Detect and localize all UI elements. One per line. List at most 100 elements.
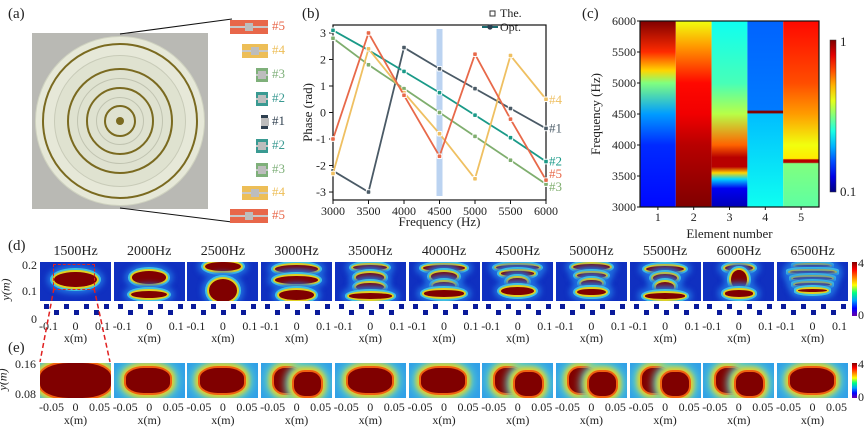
x-tick-label: 0.05 [89, 400, 110, 414]
theory-point [330, 35, 336, 41]
lens-element [609, 310, 615, 315]
theory-point [401, 68, 407, 75]
theory-point [365, 62, 372, 68]
x-tick-label: 2 [691, 210, 697, 224]
lens-structure [187, 301, 259, 317]
y-tick-label: 0.08 [15, 387, 36, 401]
pressure-lobe [580, 279, 603, 288]
lens-element [831, 310, 836, 315]
lens-element [791, 310, 796, 315]
x-tick-label: 0.1 [389, 319, 405, 333]
x-tick-label: -0.05 [112, 400, 138, 414]
x-tick-label: 0 [72, 319, 79, 333]
field-map-d [113, 262, 185, 317]
x-tick-label: -0.1 [112, 319, 132, 333]
lens-element [811, 310, 816, 315]
lens-structure [629, 301, 701, 317]
colorbar-max-label: 1 [840, 34, 847, 49]
x-axis-label: x(m) [63, 413, 88, 427]
y-tick-label: 0 [320, 106, 326, 120]
lens-element [398, 304, 404, 309]
x-tick-label: 0.1 [95, 319, 110, 333]
lens-element [589, 310, 595, 315]
theory-point [472, 112, 478, 118]
pressure-lobe [790, 270, 835, 274]
lens-element [127, 310, 133, 315]
x-tick-label: -0.05 [702, 400, 728, 414]
x-tick-label: 0 [219, 319, 226, 333]
x-tick-label: 0 [514, 319, 521, 333]
element-cavity [258, 166, 266, 174]
x-tick-label: 0.05 [310, 400, 332, 414]
lens-element [633, 304, 639, 309]
lens-element [536, 310, 542, 315]
x-tick-label: 0 [588, 319, 595, 333]
pressure-lobe [431, 272, 457, 281]
field-map-e [555, 363, 627, 398]
pressure-region [347, 368, 392, 393]
element-cavity [251, 189, 259, 197]
theory-point [401, 92, 407, 98]
x-tick-label: -0.05 [407, 400, 433, 414]
field-map-e [40, 363, 111, 398]
lens-structure [555, 301, 627, 317]
field-map-e [187, 363, 259, 398]
y-tick-label: -3 [316, 185, 326, 199]
series-end-label: #2 [549, 154, 562, 169]
element-label: #5 [272, 18, 285, 33]
lens-ring [96, 97, 144, 145]
theory-point [543, 158, 549, 165]
lens-element [325, 304, 331, 309]
frequency-title: 2500Hz [200, 244, 246, 259]
x-axis-label: x(m) [653, 331, 677, 345]
lens-element [559, 304, 565, 309]
x-axis-label: x(m) [284, 413, 309, 427]
x-axis-label: x(m) [63, 331, 88, 345]
lens-element [191, 304, 197, 309]
zoom-connector-lines [39, 287, 111, 363]
lens-element [781, 304, 786, 309]
element-block-3 [256, 68, 268, 82]
x-tick-label: 0 [146, 400, 153, 414]
lens-element [137, 304, 143, 309]
pressure-lobe [730, 269, 747, 289]
x-axis-label: x(m) [727, 413, 751, 427]
lens-element [767, 304, 773, 309]
pressure-lobe [798, 289, 827, 292]
field-map-d [555, 262, 627, 317]
lens-element [265, 304, 271, 309]
x-tick-label: -0.1 [260, 319, 280, 333]
x-axis-label: x(m) [284, 331, 309, 345]
theory-point [330, 27, 336, 33]
lens-structure [261, 301, 333, 317]
x-tick-label: 0 [293, 319, 300, 333]
y-tick-label: 5000 [612, 76, 636, 90]
element-label: #2 [272, 137, 285, 152]
colorbar-max-label: 4 [858, 256, 864, 270]
theory-point [436, 109, 443, 116]
pressure-lobe [496, 264, 539, 271]
x-tick-label: 0.05 [383, 400, 405, 414]
x-tick-label: 0.05 [531, 400, 553, 414]
lens-element [841, 304, 846, 309]
lens-element [653, 304, 659, 309]
x-tick-label: 3 [727, 210, 733, 224]
x-tick-label: 0 [441, 400, 447, 414]
series-end-label: #5 [549, 166, 562, 181]
series-end-label: #3 [549, 179, 562, 194]
x-tick-label: 0 [809, 319, 816, 333]
x-tick-label: 4500 [428, 204, 452, 218]
lens-element [643, 310, 649, 315]
pressure-lobe [353, 264, 388, 271]
x-axis-label: x(m) [800, 331, 825, 345]
series-end-label: #4 [549, 92, 563, 107]
lens-structure [113, 301, 185, 317]
element-block-3 [256, 163, 268, 177]
field-map-e [777, 363, 848, 398]
field-map-d [482, 262, 554, 317]
pressure-lobe [577, 288, 606, 296]
pressure-lobe [501, 287, 534, 295]
lens-element [747, 304, 753, 309]
lens-element [516, 310, 522, 315]
colorbar-min-label: 0 [858, 308, 864, 322]
